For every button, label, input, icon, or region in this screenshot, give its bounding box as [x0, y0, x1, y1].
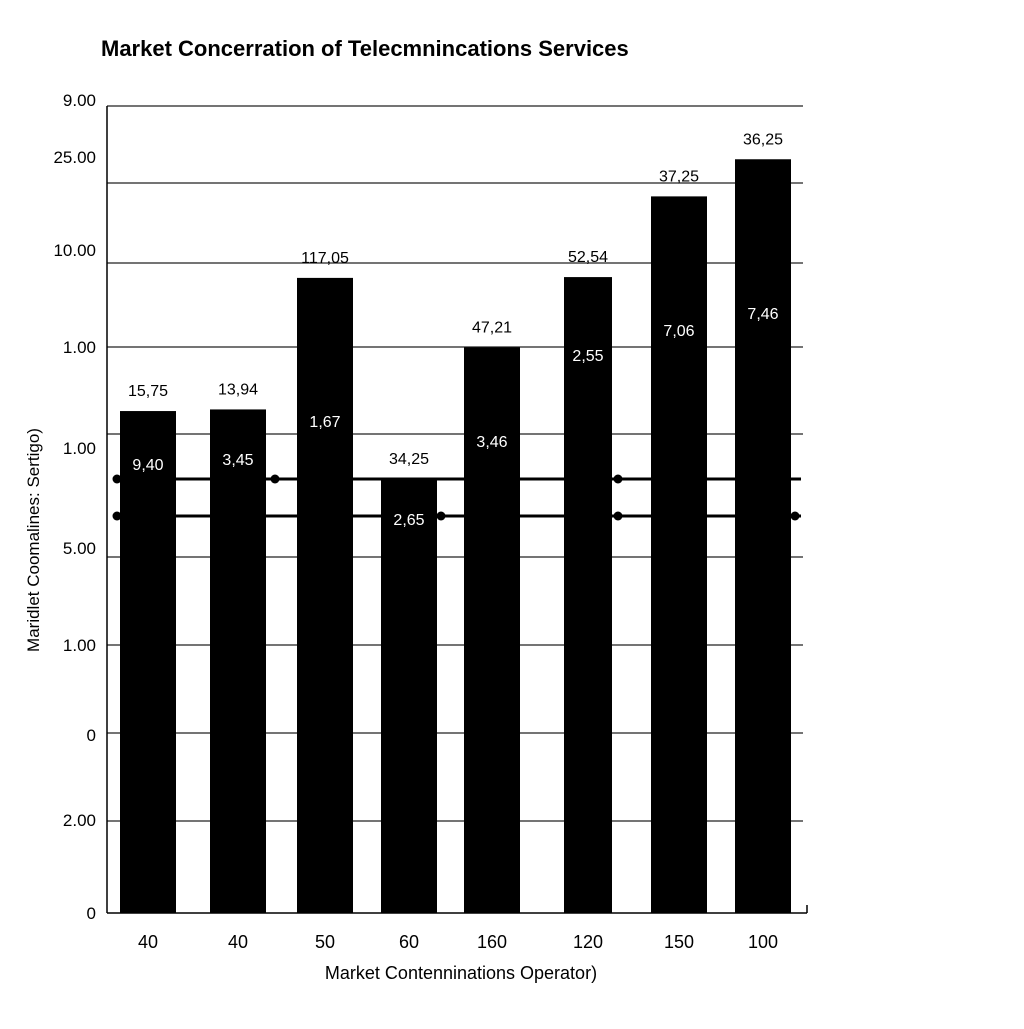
bar-top-label: 15,75 — [128, 383, 168, 400]
reference-marker — [613, 511, 623, 521]
chart-title: Market Concerration of Telecmnincations … — [101, 36, 629, 61]
bar-inner-label: 7,06 — [663, 323, 694, 340]
bar-inner-label: 3,46 — [476, 434, 507, 451]
bar-top-label: 34,25 — [389, 451, 429, 468]
bar-inner-label: 9,40 — [132, 457, 163, 474]
bar-top-label: 117,05 — [301, 250, 349, 267]
reference-marker — [112, 511, 122, 521]
y-tick-label: 10.00 — [53, 241, 96, 260]
x-tick-label: 50 — [315, 932, 335, 952]
x-tick-label: 40 — [138, 932, 158, 952]
x-tick-label: 60 — [399, 932, 419, 952]
bar-inner-label: 2,65 — [393, 512, 424, 529]
bar — [464, 347, 520, 914]
bar — [381, 478, 437, 913]
y-axis-label: Maridlet Coomalines: Sertigo) — [24, 428, 43, 652]
x-axis-label: Market Contenninations Operator) — [325, 963, 597, 983]
bar — [735, 159, 791, 914]
bar-top-label: 36,25 — [743, 131, 783, 148]
y-tick-label: 0 — [87, 726, 96, 745]
reference-marker — [613, 474, 623, 484]
bar — [210, 409, 266, 913]
bar-top-label: 52,54 — [568, 249, 608, 266]
y-tick-label: 5.00 — [63, 539, 96, 558]
reference-marker — [270, 474, 280, 484]
reference-marker — [436, 511, 446, 521]
bar-top-label: 47,21 — [472, 319, 512, 336]
bar-top-label: 37,25 — [659, 168, 699, 185]
x-tick-label: 150 — [664, 932, 694, 952]
x-tick-label: 40 — [228, 932, 248, 952]
bar-inner-label: 7,46 — [747, 306, 778, 323]
bar-top-label: 13,94 — [218, 381, 258, 398]
bar — [564, 277, 612, 914]
x-tick-label: 120 — [573, 932, 603, 952]
bar-inner-label: 3,45 — [222, 452, 253, 469]
reference-marker — [112, 474, 122, 484]
y-tick-label: 2.00 — [63, 811, 96, 830]
bar — [120, 411, 176, 913]
bar — [651, 196, 707, 913]
y-tick-label: 0 — [87, 904, 96, 923]
bar — [297, 277, 353, 913]
y-tick-label: 1.00 — [63, 439, 96, 458]
y-tick-label: 25.00 — [53, 148, 96, 167]
bar-inner-label: 1,67 — [309, 414, 340, 431]
x-tick-label: 100 — [748, 932, 778, 952]
data-labels: 15,75 9,40 13,94 3,45 117,05 1,67 34,25 2,65 47,… — [128, 131, 783, 529]
bars — [120, 159, 791, 914]
y-tick-label: 9.00 — [63, 91, 96, 110]
y-tick-label: 1.00 — [63, 636, 96, 655]
reference-marker — [790, 511, 800, 521]
x-tick-label: 160 — [477, 932, 507, 952]
axis-ticks: 0 2.00 0 1.00 5.00 1.00 1.00 10.00 25.00 9.00 40 40… — [53, 91, 778, 952]
bar-inner-label: 2,55 — [572, 348, 603, 365]
y-tick-label: 1.00 — [63, 338, 96, 357]
